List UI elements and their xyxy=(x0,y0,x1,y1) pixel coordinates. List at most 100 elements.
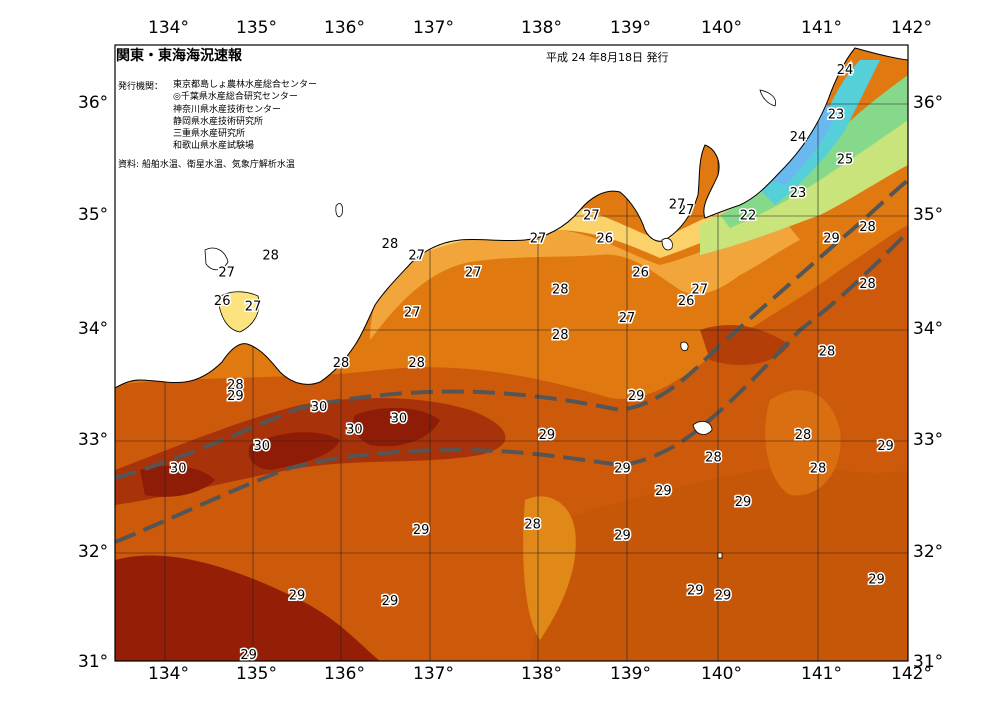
isotherm-label: 28 xyxy=(552,283,569,298)
isotherm-label: 27 xyxy=(408,248,425,263)
isotherm-label: 25 xyxy=(837,153,854,168)
isotherm-label: 28 xyxy=(810,462,827,477)
isotherm-label: 30 xyxy=(170,462,187,477)
temperature-core-30d xyxy=(115,555,380,661)
map-title: 関東・東海海況速報 xyxy=(116,48,242,64)
isotherm-label: 23 xyxy=(790,186,807,201)
isotherm-label: 29 xyxy=(413,523,430,538)
lat-label-left: 33° xyxy=(78,430,109,450)
isotherm-label: 26 xyxy=(596,231,613,246)
institution-item: 静岡県水産技術研究所 xyxy=(173,116,264,127)
map-frame xyxy=(114,44,909,662)
lat-label-right: 31° xyxy=(913,652,944,672)
isotherm-label: 28 xyxy=(859,220,876,235)
lon-label-bottom: 141° xyxy=(801,664,842,684)
isotherm-label: 28 xyxy=(333,356,350,371)
isotherm-label: 27 xyxy=(530,231,547,246)
isotherm-label: 27 xyxy=(465,266,482,281)
isotherm-label: 27 xyxy=(583,209,600,224)
isotherm-label: 29 xyxy=(628,389,645,404)
isotherm-label: 22 xyxy=(740,209,757,224)
lat-label-right: 36° xyxy=(913,93,944,113)
isotherm-label: 28 xyxy=(408,356,425,371)
isotherm-label: 27 xyxy=(218,266,235,281)
lon-label-top: 135° xyxy=(236,18,277,38)
isotherm-label: 29 xyxy=(735,495,752,510)
isotherm-label: 27 xyxy=(678,203,695,218)
isotherm-label: 26 xyxy=(632,266,649,281)
isotherm-label: 26 xyxy=(214,294,231,309)
isotherm-label: 28 xyxy=(705,450,722,465)
isotherm-label: 28 xyxy=(262,248,279,263)
temperature-field-29-south xyxy=(530,467,908,661)
lon-label-top: 137° xyxy=(413,18,454,38)
lon-label-bottom: 137° xyxy=(413,664,454,684)
institution-item: 三重県水産研究所 xyxy=(173,129,246,140)
lat-label-left: 35° xyxy=(78,205,109,225)
temperature-core-30c xyxy=(140,465,215,497)
isotherm-label: 30 xyxy=(391,411,408,426)
lat-label-left: 31° xyxy=(78,652,109,672)
isotherm-label: 29 xyxy=(382,594,399,609)
isotherm-label: 28 xyxy=(524,518,541,533)
lon-label-bottom: 142° xyxy=(891,664,932,684)
kuroshio-axis-north xyxy=(115,178,908,480)
lat-label-left: 34° xyxy=(78,319,109,339)
land-awaji xyxy=(204,247,229,271)
isotherm-label: 29 xyxy=(614,529,631,544)
institutions-label: 発行機関： xyxy=(118,82,164,92)
issue-date: 平成 24 年8月18日 発行 xyxy=(546,51,669,64)
lon-label-bottom: 140° xyxy=(701,664,742,684)
lon-label-bottom: 139° xyxy=(610,664,651,684)
lon-label-bottom: 136° xyxy=(324,664,365,684)
lat-label-left: 32° xyxy=(78,542,109,562)
lon-label-top: 141° xyxy=(801,18,842,38)
lat-label-left: 36° xyxy=(78,93,109,113)
data-source: 資料: 船舶水温、衛星水温、気象庁解析水温 xyxy=(118,160,295,170)
institution-item: ◎千葉県水産総合研究センター xyxy=(173,92,298,103)
lon-label-bottom: 134° xyxy=(148,664,189,684)
land-izu-island-2 xyxy=(680,341,689,351)
temperature-field-30-east xyxy=(700,325,790,365)
institution-item: 東京都島しょ農林水産総合センター xyxy=(173,80,318,90)
isotherm-label: 29 xyxy=(614,462,631,477)
lon-label-top: 136° xyxy=(324,18,365,38)
temperature-core-30b xyxy=(353,408,440,447)
isotherm-label: 27 xyxy=(245,300,262,315)
land-japan xyxy=(115,45,908,389)
isotherm-label: 29 xyxy=(877,439,894,454)
land-kasumigaura xyxy=(759,89,777,107)
isotherm-label: 27 xyxy=(404,305,421,320)
isotherm-label: 29 xyxy=(868,573,885,588)
isotherm-label: 29 xyxy=(823,231,840,246)
lat-label-right: 35° xyxy=(913,205,944,225)
isotherm-label: 30 xyxy=(346,422,363,437)
lon-label-bottom: 138° xyxy=(521,664,562,684)
temperature-field-27 xyxy=(370,215,800,340)
isotherm-labels: 2423242523222727272627262726272828282727… xyxy=(168,61,895,664)
land-oki xyxy=(335,203,343,218)
institution-item: 神奈川県水産技術センター xyxy=(173,104,282,115)
institution-item: 和歌山県水産試験場 xyxy=(173,141,255,152)
lon-label-top: 134° xyxy=(148,18,189,38)
lon-label-top: 139° xyxy=(610,18,651,38)
isotherm-label: 28 xyxy=(227,378,244,393)
isotherm-label: 29 xyxy=(240,648,257,663)
land-izu-island-1 xyxy=(661,238,673,251)
land-ogasawara-dot xyxy=(717,552,723,559)
isotherm-label: 29 xyxy=(687,583,704,598)
isotherm-label: 29 xyxy=(655,484,672,499)
lon-label-top: 142° xyxy=(891,18,932,38)
lon-label-top: 138° xyxy=(521,18,562,38)
isotherm-label: 24 xyxy=(790,130,807,145)
land-hachijo xyxy=(692,420,713,435)
temperature-pocket-28 xyxy=(523,496,576,640)
lon-label-top: 140° xyxy=(701,18,742,38)
isotherm-label: 28 xyxy=(859,277,876,292)
lon-label-bottom: 135° xyxy=(236,664,277,684)
isotherm-label: 28 xyxy=(795,428,812,443)
isotherm-label: 26 xyxy=(678,294,695,309)
temperature-core-30 xyxy=(248,432,340,470)
isotherm-label: 23 xyxy=(828,108,845,123)
